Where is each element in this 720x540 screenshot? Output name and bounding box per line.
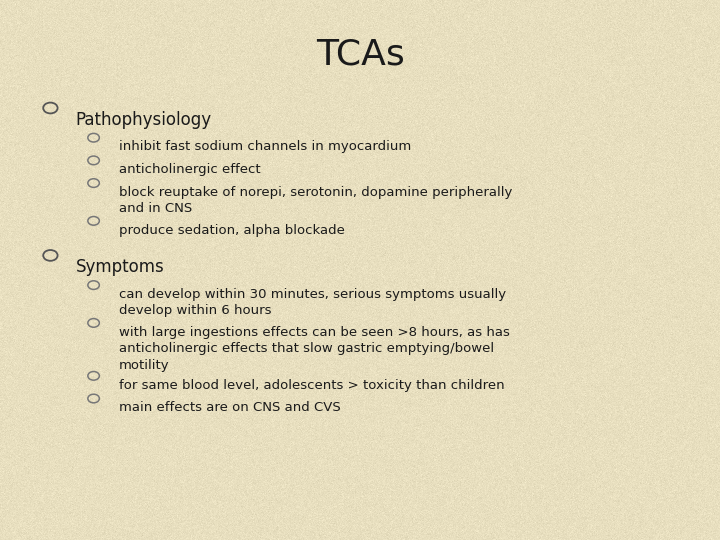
Text: block reuptake of norepi, serotonin, dopamine peripherally
and in CNS: block reuptake of norepi, serotonin, dop… <box>119 186 512 215</box>
Text: can develop within 30 minutes, serious symptoms usually
develop within 6 hours: can develop within 30 minutes, serious s… <box>119 288 506 318</box>
Text: for same blood level, adolescents > toxicity than children: for same blood level, adolescents > toxi… <box>119 379 505 392</box>
Text: inhibit fast sodium channels in myocardium: inhibit fast sodium channels in myocardi… <box>119 140 411 153</box>
Text: with large ingestions effects can be seen >8 hours, as has
anticholinergic effec: with large ingestions effects can be see… <box>119 326 510 372</box>
Text: Pathophysiology: Pathophysiology <box>76 111 212 129</box>
Text: produce sedation, alpha blockade: produce sedation, alpha blockade <box>119 224 345 237</box>
Text: main effects are on CNS and CVS: main effects are on CNS and CVS <box>119 401 341 414</box>
Text: TCAs: TCAs <box>315 38 405 72</box>
Text: anticholinergic effect: anticholinergic effect <box>119 163 261 176</box>
Text: Symptoms: Symptoms <box>76 258 164 276</box>
